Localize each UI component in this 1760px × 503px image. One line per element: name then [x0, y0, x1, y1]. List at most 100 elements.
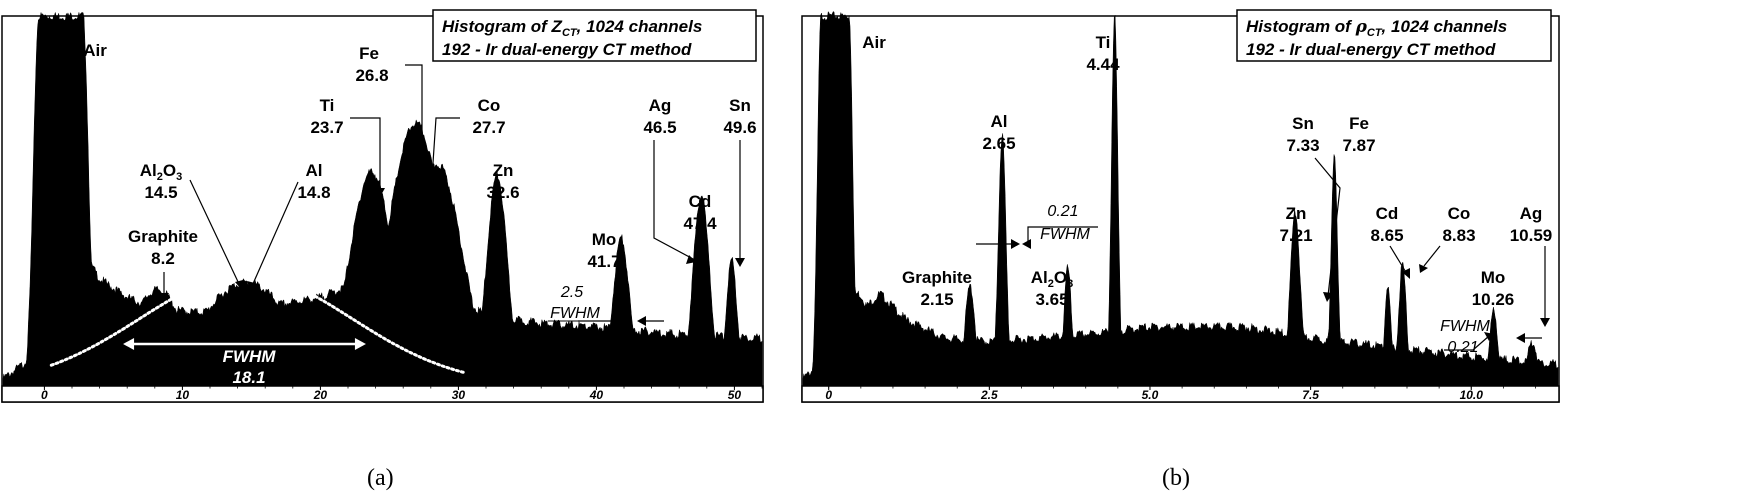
leader-lines	[976, 157, 1546, 351]
arrow-co	[1423, 245, 1441, 267]
tick-label: 50	[728, 388, 742, 402]
label-ti-name: Ti	[320, 96, 335, 115]
gaussian-fit-curve	[49, 273, 467, 375]
tick-label: 5.0	[1142, 388, 1159, 402]
rho-histogram-chart: 0 2.5 5.0 7.5 10.0 Histogram of ρCT, 1024 ch…	[801, 9, 1560, 403]
tick-label: 10	[176, 388, 190, 402]
label-al2o3-value: 3.65	[1035, 290, 1068, 309]
label-sn-value: 7.33	[1286, 136, 1319, 155]
label-fe-value: 26.8	[355, 66, 388, 85]
label-mo-name: Mo	[592, 230, 617, 249]
label-ag-value: 10.59	[1510, 226, 1553, 245]
fwhm-top-label: FWHM	[1040, 226, 1090, 243]
peak-labels: Air Graphite 2.15 Al 2.65 Al2O3 3.65 Ti …	[862, 33, 1552, 309]
histogram-fill	[2, 11, 763, 387]
fwhm-top-value: 0.21	[1047, 203, 1078, 220]
tick-label: 20	[313, 388, 328, 402]
label-al2o3-name: Al2O3	[1031, 268, 1073, 290]
label-ti-name: Ti	[1096, 33, 1111, 52]
label-co-value: 27.7	[472, 118, 505, 137]
chart-title-line1: Histogram of ZCT, 1024 channels	[442, 17, 702, 39]
label-graphite-value: 2.15	[920, 290, 953, 309]
x-axis-strip	[1, 385, 764, 403]
arrow-al	[251, 181, 299, 287]
histogram-area	[802, 10, 1559, 387]
arrow-heads	[159, 162, 745, 326]
label-al2o3-name: Al2O3	[140, 161, 182, 183]
panel-b-rho-histogram: 0 2.5 5.0 7.5 10.0 Histogram of ρCT, 1024 ch…	[800, 0, 1760, 503]
label-sn-name: Sn	[1292, 114, 1314, 133]
peak-labels: Air Graphite 8.2 Al2O3 14.5 Al 14.8 Ti 2…	[83, 41, 756, 271]
histogram-fill	[802, 10, 1559, 387]
tick-label: 2.5	[980, 388, 998, 402]
label-co-name: Co	[478, 96, 501, 115]
label-fe-value: 7.87	[1342, 136, 1375, 155]
tick-label: 10.0	[1460, 388, 1484, 402]
label-sn-value: 49.6	[723, 118, 756, 137]
arrow-sn	[1314, 157, 1341, 297]
label-air: Air	[83, 41, 107, 60]
arrow-al2o3	[189, 179, 241, 287]
tick-label: 30	[452, 388, 466, 402]
x-axis-strip	[801, 385, 1560, 403]
arrow-co	[431, 117, 460, 179]
label-ag-value: 46.5	[643, 118, 676, 137]
label-al-value: 2.65	[982, 134, 1015, 153]
small-fwhm-value: 2.5	[560, 284, 583, 301]
zct-histogram-chart: 0 10 20 30 40 50 Histogram of ZCT, 1024 chann…	[1, 9, 764, 403]
label-cd-name: Cd	[1376, 204, 1399, 223]
label-cd-name: Cd	[689, 192, 712, 211]
label-ti-value: 23.7	[310, 118, 343, 137]
gaussian-dotted-line	[49, 273, 467, 375]
chart-title-line1: Histogram of ρCT, 1024 channels	[1246, 17, 1507, 39]
arrow-cd	[1389, 245, 1408, 275]
fwhm-label: FWHM	[223, 347, 277, 366]
label-al-name: Al	[991, 112, 1008, 131]
small-fwhm-label: FWHM	[550, 305, 600, 322]
fwhm-arrow-left-head	[123, 338, 135, 350]
arrow-fe	[405, 64, 423, 166]
fwhm-bottom-underline	[1444, 335, 1490, 351]
caption-b: (b)	[1162, 465, 1190, 491]
title-box	[1236, 9, 1552, 62]
x-axis-ticks: 0 10 20 30 40 50	[41, 386, 763, 402]
fwhm-bottom-label: FWHM	[1440, 318, 1490, 335]
label-al-name: Al	[306, 161, 323, 180]
label-graphite-name: Graphite	[902, 268, 972, 287]
label-mo-value: 41.7	[587, 252, 620, 271]
arrow-ti	[350, 117, 381, 192]
label-mo-name: Mo	[1481, 268, 1506, 287]
fwhm-arrow-right-head	[354, 338, 366, 350]
label-ag-name: Ag	[1520, 204, 1543, 223]
label-graphite-name: Graphite	[128, 227, 198, 246]
chart-title-line2: 192 - Ir dual-energy CT method	[1246, 40, 1496, 59]
label-cd-value: 47.4	[683, 214, 717, 233]
label-sn-name: Sn	[729, 96, 751, 115]
tick-label: 0	[825, 388, 832, 402]
fwhm-value: 18.1	[232, 368, 265, 387]
label-al2o3-value: 14.5	[144, 183, 177, 202]
tick-label: 40	[589, 388, 604, 402]
label-cd-value: 8.65	[1370, 226, 1403, 245]
panel-a-zct-histogram: 0 10 20 30 40 50 Histogram of ZCT, 1024 chann…	[0, 0, 770, 503]
label-co-name: Co	[1448, 204, 1471, 223]
histogram-area	[2, 11, 763, 387]
label-fe-name: Fe	[359, 44, 379, 63]
tick-label: 0	[41, 388, 48, 402]
caption-a: (a)	[367, 465, 394, 491]
label-zn-value: 7.21	[1279, 226, 1312, 245]
label-fe-name: Fe	[1349, 114, 1369, 133]
label-mo-value: 10.26	[1472, 290, 1515, 309]
fwhm-bottom-value: 0.21	[1447, 339, 1478, 356]
label-zn-name: Zn	[1286, 204, 1307, 223]
leader-lines	[163, 64, 741, 322]
label-ti-value: 4.44	[1086, 55, 1120, 74]
label-ag-name: Ag	[649, 96, 672, 115]
chart-title-line2: 192 - Ir dual-energy CT method	[442, 40, 692, 59]
fwhm-arrow	[123, 338, 366, 350]
x-axis-ticks: 0 2.5 5.0 7.5 10.0	[825, 386, 1536, 402]
label-zn-value: 32.6	[486, 183, 519, 202]
title-box	[432, 9, 757, 62]
arrow-ag	[653, 140, 696, 261]
fwhm-top-underline	[1027, 226, 1098, 244]
